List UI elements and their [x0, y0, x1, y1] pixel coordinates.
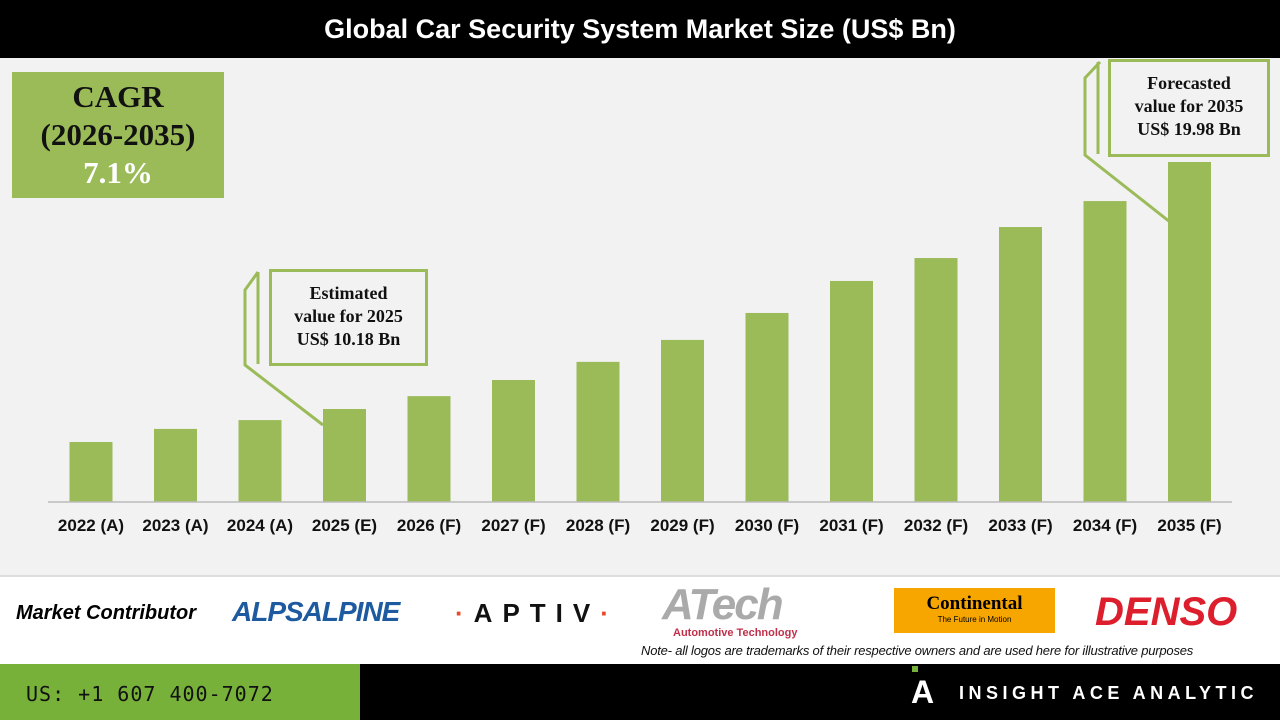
bar-3: [323, 408, 366, 502]
logo-denso: DENSO: [1095, 590, 1238, 634]
market-contributor-label: Market Contributor: [16, 602, 196, 624]
x-tick-label: 2025 (E): [312, 516, 377, 535]
x-tick-label: 2028 (F): [566, 516, 630, 535]
logo-alpsalpine: ALPSALPINE: [232, 596, 400, 627]
callout-text: value for 2035: [1134, 96, 1244, 116]
x-tick-label: 2034 (F): [1073, 516, 1137, 535]
callout-value: US$ 10.18 Bn: [296, 329, 401, 349]
callout-value: US$ 19.98 Bn: [1137, 119, 1241, 139]
phone-number: US: +1 607 400-7072: [0, 664, 360, 720]
bar-13: [1168, 162, 1211, 502]
bar-8: [745, 312, 789, 502]
bar-12: [1083, 201, 1127, 502]
callout-text: Forecasted: [1147, 73, 1231, 93]
logo-atech-subtitle: Automotive Technology: [673, 627, 798, 639]
bar-6: [576, 361, 620, 502]
bar-10: [914, 258, 958, 502]
x-tick-label: 2030 (F): [735, 516, 799, 535]
cagr-label: CAGR: [72, 79, 164, 114]
callout-forecasted: Forecasted value for 2035 US$ 19.98 Bn: [1108, 59, 1270, 157]
x-tick-label: 2035 (F): [1157, 516, 1221, 535]
logo-tagline: The Future in Motion: [937, 615, 1012, 624]
x-tick-label: 2026 (F): [397, 516, 461, 535]
logo-aptiv: ·APTIV·: [455, 598, 619, 628]
bar-0: [69, 442, 113, 502]
bar-2: [238, 420, 282, 502]
bar-11: [999, 227, 1042, 502]
x-tick-label: 2022 (A): [58, 516, 124, 535]
bar-7: [661, 339, 704, 502]
brand-name: INSIGHT ACE ANALYTIC: [959, 683, 1259, 703]
logo-continental: Continental The Future in Motion: [894, 588, 1055, 633]
callout-estimated: Estimated value for 2025 US$ 10.18 Bn: [269, 269, 428, 366]
callout-text: Estimated: [309, 283, 388, 303]
x-tick-label: 2027 (F): [481, 516, 545, 535]
callout-connector-2035: [1083, 60, 1171, 224]
x-tick-label: 2024 (A): [227, 516, 293, 535]
bar-5: [492, 380, 535, 502]
logo-atech: ATech: [662, 580, 784, 629]
x-tick-label: 2031 (F): [819, 516, 883, 535]
cagr-value: 7.1%: [83, 155, 153, 190]
cagr-period: (2026-2035): [40, 117, 196, 152]
bar-9: [830, 280, 873, 502]
callout-connector-2025: [243, 271, 324, 427]
x-tick-label: 2023 (A): [142, 516, 208, 535]
cagr-box: CAGR (2026-2035) 7.1%: [12, 72, 224, 198]
bar-4: [407, 396, 451, 502]
trademark-note: Note- all logos are trademarks of their …: [641, 643, 1194, 658]
callout-text: value for 2025: [294, 306, 403, 326]
footer-bar: [360, 664, 1280, 720]
x-tick-label: 2033 (F): [988, 516, 1052, 535]
brand-logo-icon: A: [911, 674, 935, 710]
x-tick-label: 2029 (F): [650, 516, 714, 535]
bar-1: [154, 428, 197, 502]
x-tick-label: 2032 (F): [904, 516, 968, 535]
logo-text: Continental: [926, 593, 1023, 614]
brand-logo-icon: [912, 666, 918, 672]
chart-title: Global Car Security System Market Size (…: [0, 0, 1280, 58]
logo-text: APTIV: [473, 598, 601, 628]
